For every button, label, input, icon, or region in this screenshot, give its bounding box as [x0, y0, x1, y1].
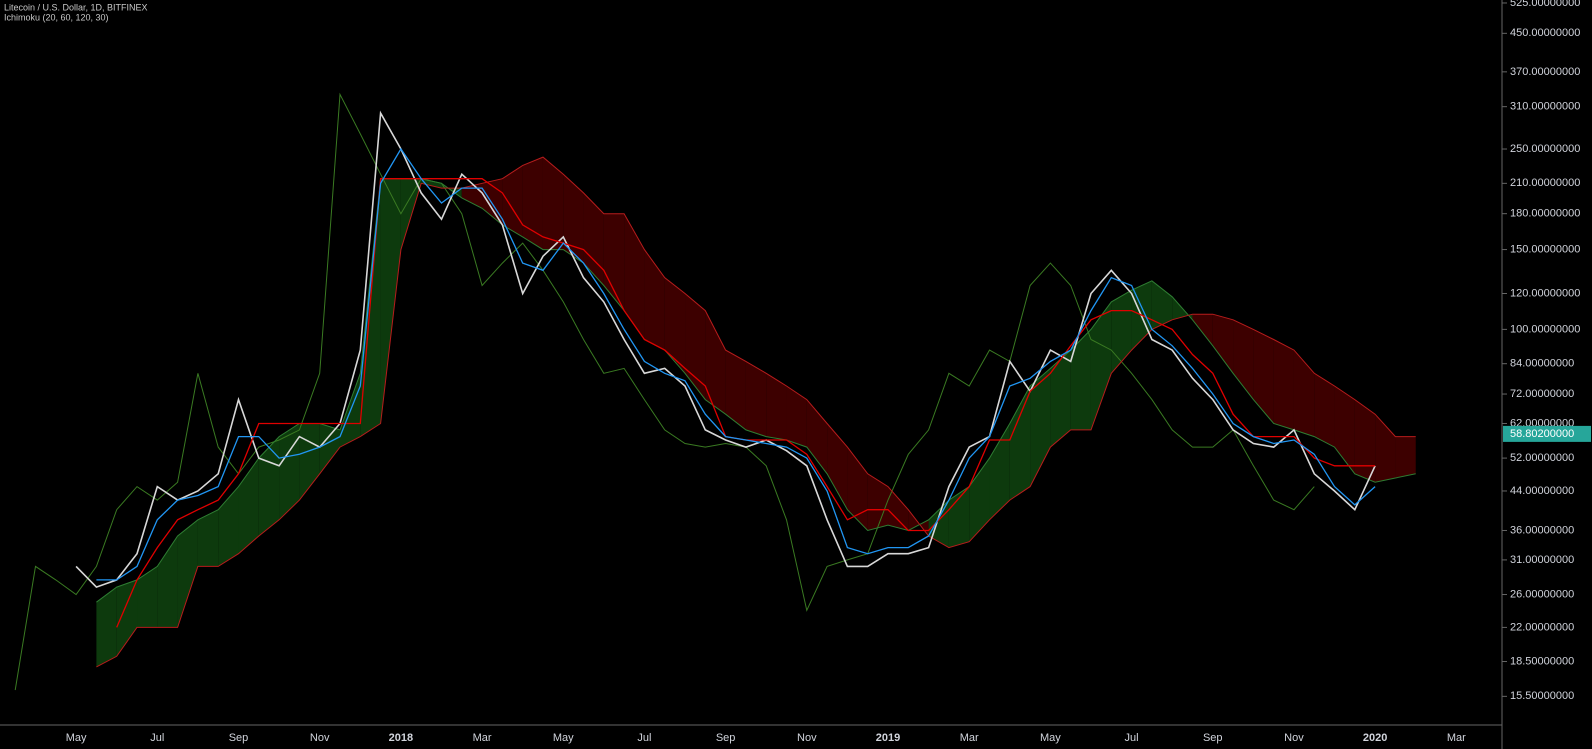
indicator-label: Ichimoku (20, 60, 120, 30): [4, 12, 109, 22]
cloud-segment: [279, 423, 300, 520]
cloud-segment: [116, 579, 138, 657]
y-tick-label: 72.00000000: [1510, 388, 1574, 400]
cloud-segment: [1192, 314, 1213, 346]
cloud-segment: [1354, 399, 1376, 483]
x-tick-label: Jul: [637, 732, 651, 744]
x-tick-label: Nov: [1284, 732, 1304, 744]
cloud-segment: [380, 178, 401, 424]
series-line: [75, 110, 1376, 589]
cloud-segment: [888, 486, 909, 531]
cloud-segment: [827, 423, 848, 510]
series-line: [14, 92, 1315, 691]
y-tick-label: 450.00000000: [1510, 27, 1580, 39]
y-tick-label: 18.50000000: [1510, 655, 1574, 667]
x-tick-label: Jul: [150, 732, 164, 744]
x-tick-label: Mar: [473, 732, 492, 744]
cloud-segment: [299, 423, 320, 501]
cloud-segment: [1253, 329, 1274, 424]
x-tick-label: Sep: [229, 732, 249, 744]
y-tick-label: 52.00000000: [1510, 452, 1574, 464]
cloud-segment: [745, 361, 767, 437]
cloud-segment: [522, 157, 543, 250]
cloud-segment: [1090, 301, 1112, 430]
cloud-segment: [1334, 386, 1355, 474]
cloud-segment: [766, 373, 787, 441]
cloud-segment: [1070, 329, 1091, 430]
cloud-segment: [319, 423, 340, 474]
x-tick-label: Jul: [1125, 732, 1139, 744]
x-tick-label: 2018: [389, 732, 413, 744]
cloud-segment: [238, 458, 259, 554]
cloud-segment: [725, 350, 746, 430]
cloud-segment: [1030, 368, 1051, 487]
cloud-segment: [583, 192, 604, 286]
cloud-segment: [644, 249, 665, 351]
cloud-segment: [461, 183, 483, 209]
y-tick-label: 36.00000000: [1510, 524, 1574, 536]
y-tick-label: 84.00000000: [1510, 358, 1574, 370]
y-tick-label: 100.00000000: [1510, 323, 1580, 335]
cloud-segment: [421, 178, 442, 189]
cloud-segment: [603, 213, 625, 311]
x-tick-label: Nov: [310, 732, 330, 744]
cloud-segment: [197, 509, 219, 567]
cloud-segment: [482, 178, 503, 225]
cloud-segment: [563, 174, 584, 264]
x-tick-label: Sep: [716, 732, 736, 744]
cloud-segment: [969, 458, 990, 542]
cloud-segment: [218, 486, 239, 567]
cloud-segment: [867, 473, 889, 531]
y-tick-label: 31.00000000: [1510, 554, 1574, 566]
y-tick-label: 250.00000000: [1510, 143, 1580, 155]
y-tick-label: 26.00000000: [1510, 588, 1574, 600]
last-price-label: 58.80200000: [1510, 428, 1574, 440]
cloud-segment: [624, 213, 645, 340]
cloud-segment: [664, 277, 686, 374]
chart-title: Litecoin / U.S. Dollar, 1D, BITFINEX: [4, 2, 148, 12]
x-tick-label: May: [553, 732, 574, 744]
x-tick-label: Nov: [797, 732, 817, 744]
cloud-segment: [258, 436, 280, 537]
y-tick-label: 525.00000000: [1510, 0, 1580, 9]
y-tick-label: 120.00000000: [1510, 287, 1580, 299]
y-tick-label: 180.00000000: [1510, 208, 1580, 220]
x-tick-label: 2019: [876, 732, 900, 744]
cloud-segment: [1293, 350, 1315, 437]
cloud-segment: [1212, 314, 1234, 374]
x-tick-label: May: [1040, 732, 1061, 744]
cloud-segment: [948, 486, 970, 548]
cloud-segment: [705, 310, 726, 415]
cloud-segment: [502, 165, 523, 237]
x-tick-label: May: [66, 732, 87, 744]
cloud-segment: [928, 500, 949, 548]
series-line: [96, 156, 1416, 668]
cloud-segment: [1273, 339, 1294, 430]
x-tick-label: Mar: [960, 732, 979, 744]
cloud-segment: [1314, 373, 1335, 448]
cloud-segment: [542, 157, 564, 250]
last-price-box: [1503, 425, 1591, 442]
y-tick-label: 15.50000000: [1510, 690, 1574, 702]
cloud-segment: [786, 386, 807, 448]
y-tick-label: 44.00000000: [1510, 485, 1574, 497]
cloud-segment: [1050, 350, 1071, 448]
y-tick-label: 150.00000000: [1510, 243, 1580, 255]
x-tick-label: Sep: [1203, 732, 1223, 744]
cloud-segment: [1395, 436, 1416, 478]
cloud-segment: [989, 423, 1010, 520]
cloud-segment: [96, 587, 117, 667]
series-line: [96, 147, 1376, 581]
cloud-segment: [177, 519, 198, 628]
x-tick-label: Mar: [1447, 732, 1466, 744]
y-tick-label: 370.00000000: [1510, 66, 1580, 78]
y-tick-label: 310.00000000: [1510, 101, 1580, 113]
x-tick-label: 2020: [1363, 732, 1387, 744]
y-tick-label: 210.00000000: [1510, 177, 1580, 189]
cloud-segment: [137, 566, 158, 628]
y-tick-label: 22.00000000: [1510, 621, 1574, 633]
